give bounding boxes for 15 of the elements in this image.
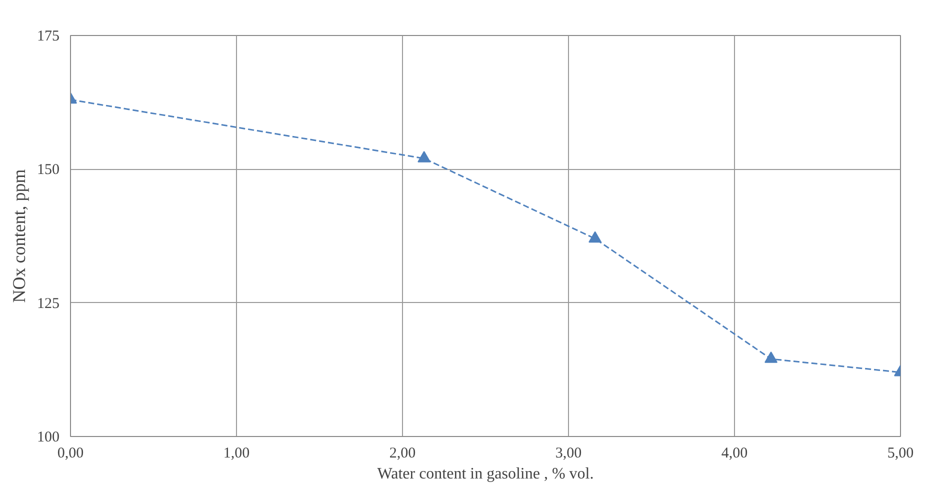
y-tick-label: 150 xyxy=(37,162,60,178)
x-tick-label: 2,00 xyxy=(389,446,416,462)
x-tick-label: 4,00 xyxy=(721,446,748,462)
y-tick-label: 125 xyxy=(37,296,60,312)
x-axis-title: Water content in gasoline , % vol. xyxy=(377,466,594,482)
point xyxy=(588,231,602,243)
point xyxy=(418,151,431,162)
x-tick-label: 1,00 xyxy=(223,446,250,462)
x-tick-label: 0,00 xyxy=(57,446,84,462)
x-tick-label: 5,00 xyxy=(887,446,914,462)
y-axis-title: NOx content, ppm xyxy=(9,169,29,303)
point xyxy=(764,352,778,363)
x-tick-label: 3,00 xyxy=(555,446,582,462)
y-tick-label: 100 xyxy=(37,430,60,446)
y-tick-label: 175 xyxy=(37,28,60,44)
